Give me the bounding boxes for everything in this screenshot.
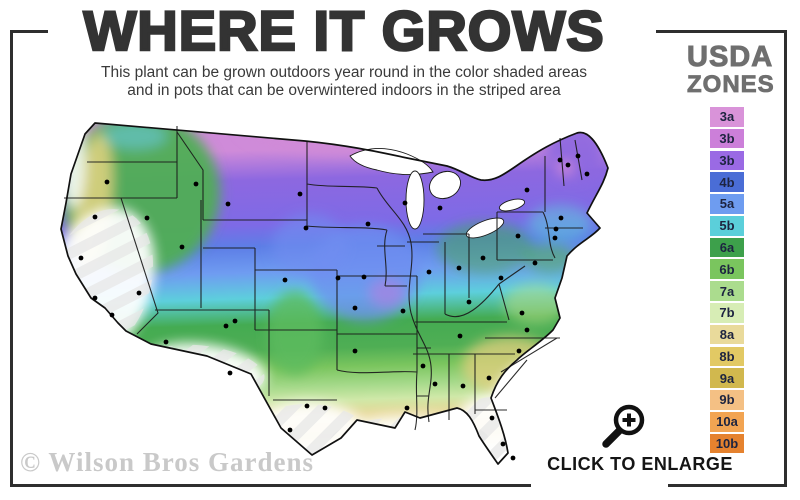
header: WHERE IT GROWS This plant can be grown o… [30, 0, 658, 100]
grow-dot [365, 221, 371, 227]
grow-dot [335, 275, 341, 281]
grow-dot [361, 274, 367, 280]
grow-dot [223, 323, 229, 329]
frame-top-left [10, 30, 48, 33]
grow-dot [400, 308, 406, 314]
zone-chip-5a-4: 5a [710, 194, 744, 214]
grow-dot [193, 181, 199, 187]
grow-dot [92, 214, 98, 220]
grow-dot [232, 318, 238, 324]
grow-dot [136, 290, 142, 296]
grow-dot [457, 333, 463, 339]
grow-dot [404, 405, 410, 411]
grow-dot [144, 215, 150, 221]
zone-chip-10a-14: 10a [710, 411, 744, 432]
zone-chip-4b-3: 4b [710, 172, 744, 192]
zone-chip-5b-5: 5b [710, 215, 744, 236]
grow-dot [575, 153, 581, 159]
grow-dot [420, 363, 426, 369]
page-title: WHERE IT GROWS [82, 0, 605, 63]
grow-dot [304, 403, 310, 409]
grow-dot [558, 215, 564, 221]
grow-dot [500, 441, 506, 447]
great-lakes [349, 148, 526, 239]
subtitle-line2: and in pots that can be overwintered ind… [127, 82, 561, 99]
grow-dot [352, 305, 358, 311]
grow-dot [92, 295, 98, 301]
grow-dot [516, 348, 522, 354]
grow-dot [104, 179, 110, 185]
zone-chip-7b-9: 7b [710, 303, 744, 323]
grow-dot [480, 255, 486, 261]
grow-dot [489, 415, 495, 421]
zone-chip-10b-15: 10b [710, 433, 744, 454]
grow-dot [532, 260, 538, 266]
zone-chip-8b-11: 8b [710, 346, 744, 367]
usa-map-svg [60, 122, 609, 465]
zone-chip-8a-10: 8a [710, 324, 744, 345]
watermark: © Wilson Bros Gardens [20, 447, 314, 477]
grow-dot [519, 310, 525, 316]
grow-dot [565, 162, 571, 168]
grow-dot [456, 265, 462, 271]
magnifier-plus-icon[interactable] [598, 400, 650, 452]
grow-dot [486, 375, 492, 381]
grow-dot [303, 225, 309, 231]
grow-dot [227, 370, 233, 376]
grow-dot [437, 205, 443, 211]
hardiness-zone-map [55, 108, 670, 478]
grow-dot [498, 275, 504, 281]
grow-dot [109, 312, 115, 318]
grow-dot [287, 427, 293, 433]
frame-top-right [656, 30, 787, 33]
zone-color-legend: 3a 3b 3b 4b 5a 5b 6a 6b 7a 7b 8a 8b 9a 9b 10a 10b [710, 107, 744, 456]
grow-dot [402, 200, 408, 206]
grow-dot [510, 455, 516, 461]
grow-dot [584, 171, 590, 177]
subtitle-line1: This plant can be grown outdoors year ro… [101, 64, 587, 81]
grow-dot [225, 201, 231, 207]
click-to-enlarge[interactable]: CLICK TO ENLARGE [530, 400, 750, 475]
grow-dot [426, 269, 432, 275]
grow-dot [297, 191, 303, 197]
zone-chip-3b-2: 3b [710, 150, 744, 171]
zone-chip-9b-13: 9b [710, 390, 744, 410]
grow-dot [432, 381, 438, 387]
grow-location-dots [78, 153, 590, 461]
us-outline [60, 122, 609, 465]
grow-dot [552, 235, 558, 241]
click-to-enlarge-label[interactable]: CLICK TO ENLARGE [547, 454, 733, 474]
frame-left [10, 30, 13, 487]
grow-dot [352, 348, 358, 354]
grow-dot [179, 244, 185, 250]
zone-chip-6a-6: 6a [710, 237, 744, 258]
zone-chip-3a-0: 3a [710, 107, 744, 127]
frame-right [784, 30, 787, 487]
zone-chip-9a-12: 9a [710, 368, 744, 388]
zone-chip-6b-7: 6b [710, 259, 744, 280]
grow-dot [515, 233, 521, 239]
usda-zones-legend-title: USDA ZONES [687, 41, 775, 98]
grow-dot [78, 255, 84, 261]
grow-dot [553, 226, 559, 232]
grow-dot [466, 299, 472, 305]
grow-dot [524, 327, 530, 333]
zone-chip-7a-8: 7a [710, 281, 744, 301]
zone-chip-3b-1: 3b [710, 128, 744, 149]
legend-title-usda: USDA [687, 41, 774, 73]
grow-dot [163, 339, 169, 345]
legend-title-zones: ZONES [687, 71, 775, 98]
grow-dot [524, 187, 530, 193]
grow-dot [322, 405, 328, 411]
subtitle: This plant can be grown outdoors year ro… [30, 64, 658, 100]
grow-dot [460, 383, 466, 389]
grow-dot [282, 277, 288, 283]
frame-bottom-right [668, 484, 787, 487]
grow-dot [557, 157, 563, 163]
frame-bottom-left [10, 484, 531, 487]
state-borders [64, 126, 583, 431]
